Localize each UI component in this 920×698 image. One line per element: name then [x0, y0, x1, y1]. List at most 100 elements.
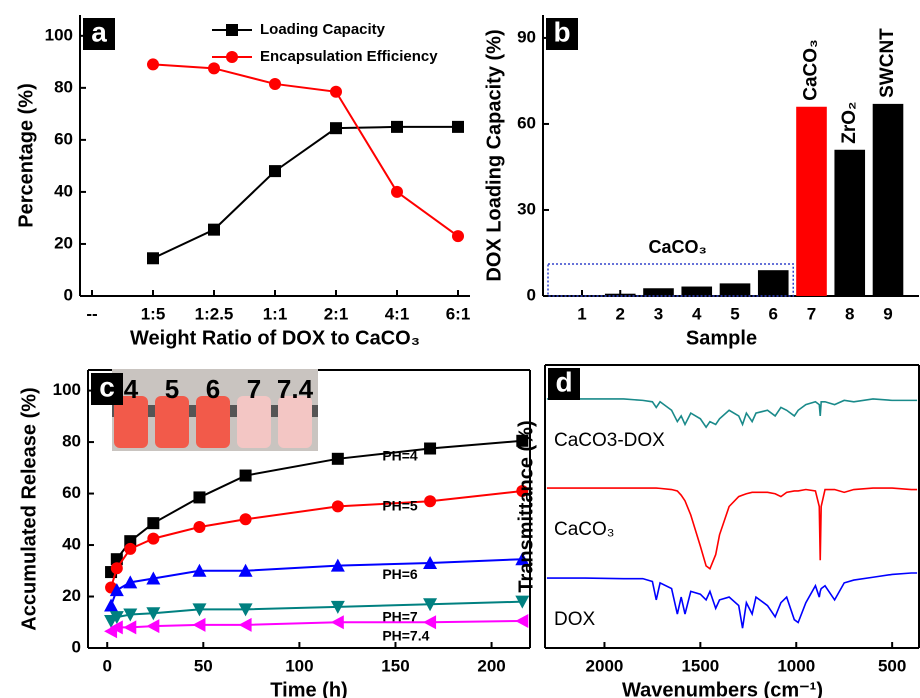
- x-tick-label: 200: [477, 656, 505, 675]
- x-tick-label: 0: [102, 656, 111, 675]
- legend-label: Encapsulation Efficiency: [260, 48, 438, 65]
- marker: [147, 517, 160, 530]
- inset-label: 7.4: [277, 374, 314, 404]
- x-tick-label: 2: [616, 304, 625, 323]
- x-tick-label: 3: [654, 304, 663, 323]
- series-line: [546, 487, 918, 571]
- bar: [872, 103, 904, 296]
- bar: [643, 288, 674, 296]
- marker: [331, 500, 344, 513]
- marker: [238, 617, 252, 632]
- y-tick-label: 100: [45, 25, 73, 44]
- marker: [208, 223, 220, 236]
- marker: [123, 575, 138, 589]
- series-line: [546, 572, 918, 629]
- inset-label: 5: [165, 374, 179, 404]
- group-label: CaCO₃: [648, 237, 706, 257]
- vial: [237, 396, 271, 448]
- series-line: [152, 63, 459, 237]
- x-tick-label: 500: [878, 656, 906, 675]
- x-axis-title: Sample: [686, 327, 757, 349]
- marker: [226, 24, 238, 36]
- marker: [423, 598, 438, 612]
- series-label: CaCO₃: [554, 519, 615, 540]
- bar-label: CaCO₃: [801, 39, 822, 101]
- marker: [452, 230, 464, 243]
- vial: [196, 396, 230, 448]
- x-tick-label: 2:1: [324, 304, 349, 323]
- x-tick-label: 150: [381, 656, 409, 675]
- y-tick-label: 60: [54, 129, 73, 148]
- marker: [109, 620, 123, 635]
- panel-label-box: [546, 18, 578, 50]
- inset-label: 6: [206, 374, 220, 404]
- x-tick-label: 6: [769, 304, 778, 323]
- marker: [423, 556, 438, 570]
- bar: [604, 293, 636, 296]
- x-axis-title: Weight Ratio of DOX to CaCO₃: [130, 327, 420, 349]
- series-line: [110, 558, 523, 606]
- vial: [114, 396, 148, 448]
- marker: [330, 558, 345, 572]
- series-label: PH=7.4: [382, 628, 429, 644]
- y-tick-label: 60: [62, 483, 81, 502]
- x-tick-label: 9: [883, 304, 892, 323]
- panel-label: c: [99, 371, 115, 402]
- x-tick-label: 5: [730, 304, 739, 323]
- marker: [331, 452, 344, 465]
- marker: [424, 495, 437, 508]
- marker: [146, 619, 160, 634]
- x-axis-title: Time (h): [270, 679, 347, 698]
- y-tick-label: 30: [517, 199, 536, 218]
- marker: [192, 563, 207, 577]
- marker: [192, 617, 206, 632]
- series-line: [110, 600, 523, 622]
- y-tick-label: 40: [54, 181, 73, 200]
- marker: [192, 603, 207, 617]
- marker: [424, 442, 437, 455]
- marker: [452, 120, 464, 133]
- marker: [238, 603, 253, 617]
- series-label: PH=5: [382, 498, 418, 514]
- x-tick-label: 1: [577, 304, 586, 323]
- bar-label: ZrO₂: [839, 102, 860, 144]
- marker: [146, 607, 161, 621]
- series-label: PH=7: [382, 608, 418, 624]
- x-tick-label: 7: [807, 304, 816, 323]
- series-line: [110, 439, 523, 573]
- marker: [123, 608, 138, 622]
- bar: [681, 286, 713, 296]
- x-tick-label: 1500: [681, 656, 719, 675]
- group-box: [547, 263, 794, 297]
- marker: [193, 491, 206, 504]
- series-label: PH=4: [382, 447, 418, 463]
- x-tick-label: 1:5: [141, 304, 166, 323]
- y-tick-label: 40: [62, 535, 81, 554]
- panel-label-box: [83, 18, 115, 50]
- y-axis-title: Transmittance (%): [515, 420, 537, 592]
- x-tick-label: 1:2.5: [195, 304, 234, 323]
- y-tick-label: 100: [53, 380, 81, 399]
- marker: [515, 552, 530, 566]
- marker: [330, 122, 342, 135]
- marker: [269, 77, 281, 90]
- x-tick-label: 100: [285, 656, 313, 675]
- marker: [391, 120, 403, 133]
- x-tick-label: 6:1: [446, 304, 471, 323]
- y-tick-label: 20: [62, 586, 81, 605]
- marker: [238, 563, 253, 577]
- bar: [796, 106, 827, 297]
- y-tick-label: 90: [517, 27, 536, 46]
- panel-label: a: [91, 16, 107, 47]
- x-axis-title: Wavenumbers (cm⁻¹): [622, 679, 823, 698]
- x-tick-label: 4: [692, 304, 702, 323]
- marker: [330, 85, 342, 98]
- series-line: [110, 619, 523, 633]
- series-label: CaCO3-DOX: [554, 430, 665, 451]
- inset-label: 4: [124, 374, 139, 404]
- inset-label: 7: [247, 374, 261, 404]
- marker: [124, 542, 137, 555]
- marker: [123, 620, 137, 635]
- series-line: [546, 398, 918, 429]
